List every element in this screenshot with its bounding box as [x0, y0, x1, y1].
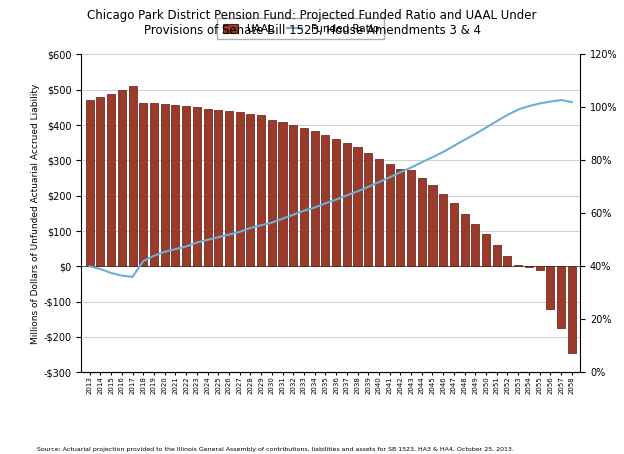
Bar [417, 178, 426, 266]
Bar [514, 265, 522, 266]
Bar [429, 185, 437, 266]
Bar [482, 233, 490, 266]
Bar [182, 106, 190, 266]
Legend: UAAL, Funded Ratio: UAAL, Funded Ratio [217, 18, 384, 39]
Bar [193, 108, 201, 266]
Bar [450, 203, 458, 266]
Bar [236, 113, 244, 266]
Bar [407, 170, 415, 266]
Bar [214, 110, 222, 266]
Bar [289, 125, 297, 266]
Bar [129, 86, 137, 266]
Bar [535, 266, 544, 270]
Bar [321, 135, 329, 266]
Bar [160, 104, 168, 266]
Bar [311, 131, 319, 266]
Bar [525, 266, 533, 267]
Bar [439, 194, 447, 266]
Bar [343, 143, 351, 266]
Bar [375, 158, 383, 266]
Bar [203, 109, 212, 266]
Bar [257, 115, 265, 266]
Text: Source: Actuarial projection provided to the Illinois General Assembly of contri: Source: Actuarial projection provided to… [37, 447, 514, 452]
Bar [107, 94, 115, 266]
Bar [353, 148, 361, 266]
Bar [471, 224, 479, 266]
Bar [150, 103, 158, 266]
Bar [504, 257, 512, 266]
Bar [139, 103, 147, 266]
Bar [332, 138, 340, 266]
Bar [96, 97, 104, 266]
Bar [278, 122, 286, 266]
Y-axis label: Millions of Dollars of Unfunded Actuarial Accrued Liability: Millions of Dollars of Unfunded Actuaria… [31, 83, 41, 344]
Bar [85, 100, 94, 266]
Bar [268, 120, 276, 266]
Bar [118, 90, 126, 266]
Bar [246, 114, 255, 266]
Bar [546, 266, 554, 309]
Bar [300, 128, 308, 266]
Bar [461, 214, 469, 266]
Bar [568, 266, 576, 353]
Text: Chicago Park District Pension Fund: Projected Funded Ratio and UAAL Under
Provis: Chicago Park District Pension Fund: Proj… [87, 9, 537, 37]
Bar [386, 164, 394, 266]
Bar [493, 245, 501, 266]
Bar [364, 153, 373, 266]
Bar [396, 169, 404, 266]
Bar [557, 266, 565, 328]
Bar [172, 104, 180, 266]
Bar [225, 111, 233, 266]
